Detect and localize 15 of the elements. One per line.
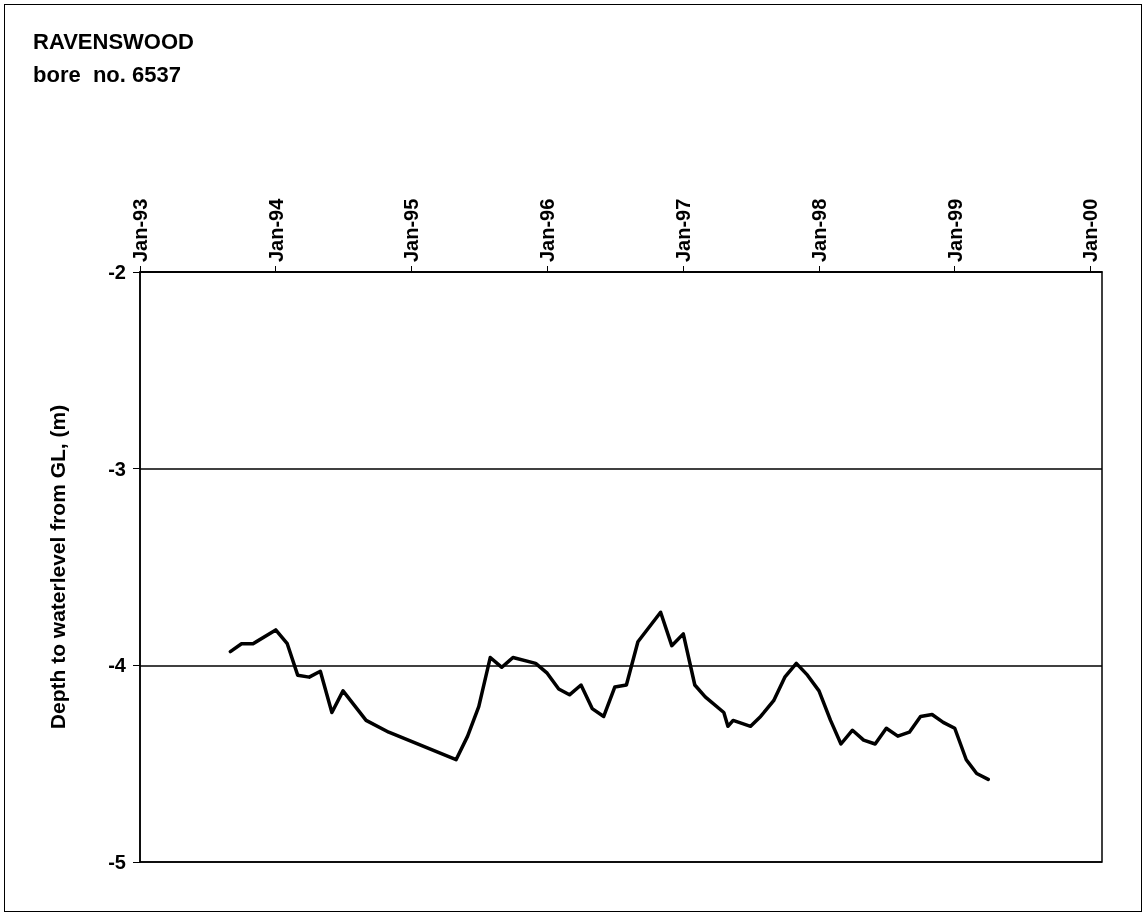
x-tick-label: Jan-96	[536, 198, 559, 262]
chart-subtitle: bore no. 6537	[33, 61, 181, 87]
x-tick-label: Jan-99	[943, 198, 966, 262]
y-tick-label: -3	[108, 457, 126, 480]
x-tick-label: Jan-93	[129, 198, 151, 262]
x-tick-label: Jan-97	[672, 198, 695, 262]
y-axis-title: Depth to waterlevel from GL, (m)	[46, 404, 69, 730]
y-tick-label: -4	[108, 654, 127, 677]
x-tick-label: Jan-94	[264, 197, 287, 262]
x-tick-label: Jan-95	[400, 198, 423, 262]
x-tick-label: Jan-98	[808, 198, 831, 262]
x-tick-label: Jan-00	[1079, 198, 1102, 262]
y-tick-label: -5	[108, 851, 126, 873]
y-tick-label: -2	[108, 261, 126, 283]
chart-title: RAVENSWOOD	[33, 28, 194, 54]
